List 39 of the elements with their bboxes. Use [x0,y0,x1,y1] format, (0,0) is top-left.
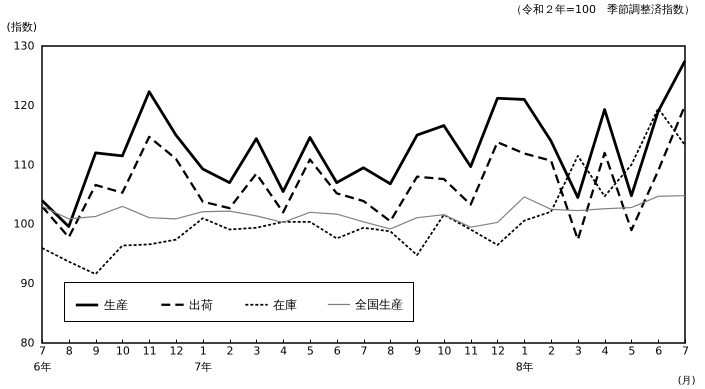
x-tick-label: 12 [490,344,505,358]
x-tick-label: 7 [682,344,689,358]
x-tick-label: 2 [548,344,556,358]
y-tick-label: 110 [14,158,34,172]
legend-label: 全国生産 [355,298,403,312]
y-tick-label: 120 [14,98,34,112]
x-tick-label: 3 [253,344,260,358]
legend-label: 出荷 [189,298,213,312]
x-tick-label: 11 [142,344,157,358]
y-tick-label: 100 [14,218,34,231]
x-tick-label: 5 [306,344,314,358]
x-tick-label: 3 [574,344,582,358]
x-tick-label: 7 6年 [34,344,52,374]
x-tick-label: 1 7年 [194,344,212,374]
x-tick-label: 10 [437,344,452,358]
x-tick-label: 6 [334,344,341,358]
legend-label: 在庫 [273,298,297,312]
y-axis-title: (指数) [6,20,38,34]
y-tick-label: 130 [14,40,34,52]
legend-label: 生産 [104,298,128,312]
x-tick-label: 8 [66,344,73,358]
y-tick-label: 90 [20,277,34,290]
x-tick-label: 10 [116,344,130,358]
x-tick-label: 9 [92,344,100,358]
line-series [41,195,686,230]
x-tick-label: 5 [628,344,636,358]
x-tick-label: 7 [360,344,368,358]
x-tick-label: 6 [655,344,662,358]
x-tick-label: 8 [387,344,394,358]
x-tick-label: 4 [280,344,288,358]
x-tick-label: 1 8年 [516,344,534,374]
y-tick-label: 80 [20,336,34,350]
x-tick-label: 4 [602,344,609,358]
chart-title: （令和２年=100 季節調整済指数） [510,3,695,16]
x-tick-label: 9 [414,344,422,358]
x-tick-label: 2 [226,344,234,358]
x-tick-label: 12 [169,344,184,358]
x-tick-label: 11 [464,344,478,358]
x-axis-title: (月) [678,376,696,386]
